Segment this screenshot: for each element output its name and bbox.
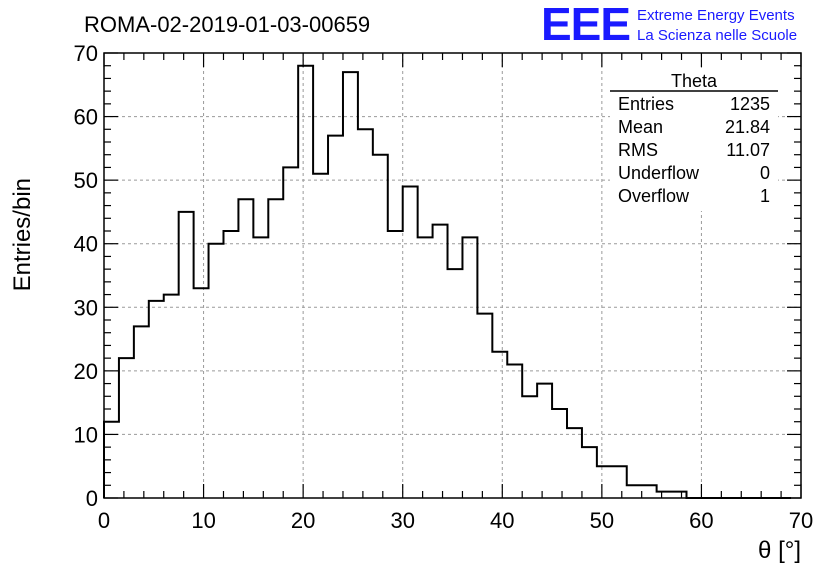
histogram-line bbox=[103, 64, 792, 499]
stats-row-value: 0 bbox=[760, 163, 770, 183]
y-axis-label: Entries/bin bbox=[9, 178, 36, 291]
axis-ticks bbox=[103, 52, 802, 499]
logo-line-2: La Scienza nelle Scuole bbox=[637, 27, 797, 44]
stats-row-value: 1 bbox=[760, 186, 770, 206]
y-tick-label: 10 bbox=[74, 422, 98, 447]
stats-row-value: 21.84 bbox=[725, 117, 770, 137]
stats-box: Theta Entries 1235 Mean 21.84 RMS 11.07 Underf… bbox=[610, 71, 778, 211]
x-tick-label: 40 bbox=[490, 508, 514, 533]
x-tick-label: 50 bbox=[590, 508, 614, 533]
y-tick-labels: 0 10 20 30 40 50 60 70 bbox=[74, 41, 98, 511]
stats-row-label: Entries bbox=[618, 94, 674, 114]
chart-title: ROMA-02-2019-01-03-00659 bbox=[84, 12, 370, 37]
stats-row-label: Overflow bbox=[618, 186, 690, 206]
x-tick-labels: 0 10 20 30 40 50 60 70 bbox=[98, 508, 813, 533]
x-tick-label: 10 bbox=[191, 508, 215, 533]
stats-title: Theta bbox=[671, 71, 718, 91]
x-tick-label: 20 bbox=[291, 508, 315, 533]
stats-row-label: RMS bbox=[618, 140, 658, 160]
x-tick-label: 30 bbox=[390, 508, 414, 533]
y-tick-label: 20 bbox=[74, 359, 98, 384]
x-tick-label: 0 bbox=[98, 508, 110, 533]
stats-rows: Entries 1235 Mean 21.84 RMS 11.07 Underflow 0 Ov… bbox=[618, 94, 770, 206]
x-tick-label: 60 bbox=[689, 508, 713, 533]
plot-frame bbox=[103, 52, 802, 499]
stats-row-value: 11.07 bbox=[726, 140, 770, 160]
stats-row-value: 1235 bbox=[730, 94, 770, 114]
y-tick-label: 40 bbox=[74, 232, 98, 257]
y-tick-label: 30 bbox=[74, 295, 98, 320]
stats-box-background bbox=[610, 71, 778, 211]
logo-letters: EEE bbox=[541, 0, 630, 50]
y-tick-label: 0 bbox=[86, 486, 98, 511]
logo-line-1: Extreme Energy Events bbox=[637, 7, 795, 24]
stats-row-label: Mean bbox=[618, 117, 663, 137]
y-tick-label: 50 bbox=[74, 168, 98, 193]
x-tick-label: 70 bbox=[789, 508, 813, 533]
x-axis-label: θ [°] bbox=[758, 537, 801, 564]
stats-row-label: Underflow bbox=[618, 163, 700, 183]
eee-logo: EEE Extreme Energy Events La Scienza nel… bbox=[541, 0, 797, 50]
y-tick-label: 70 bbox=[74, 41, 98, 66]
y-tick-label: 60 bbox=[74, 105, 98, 130]
